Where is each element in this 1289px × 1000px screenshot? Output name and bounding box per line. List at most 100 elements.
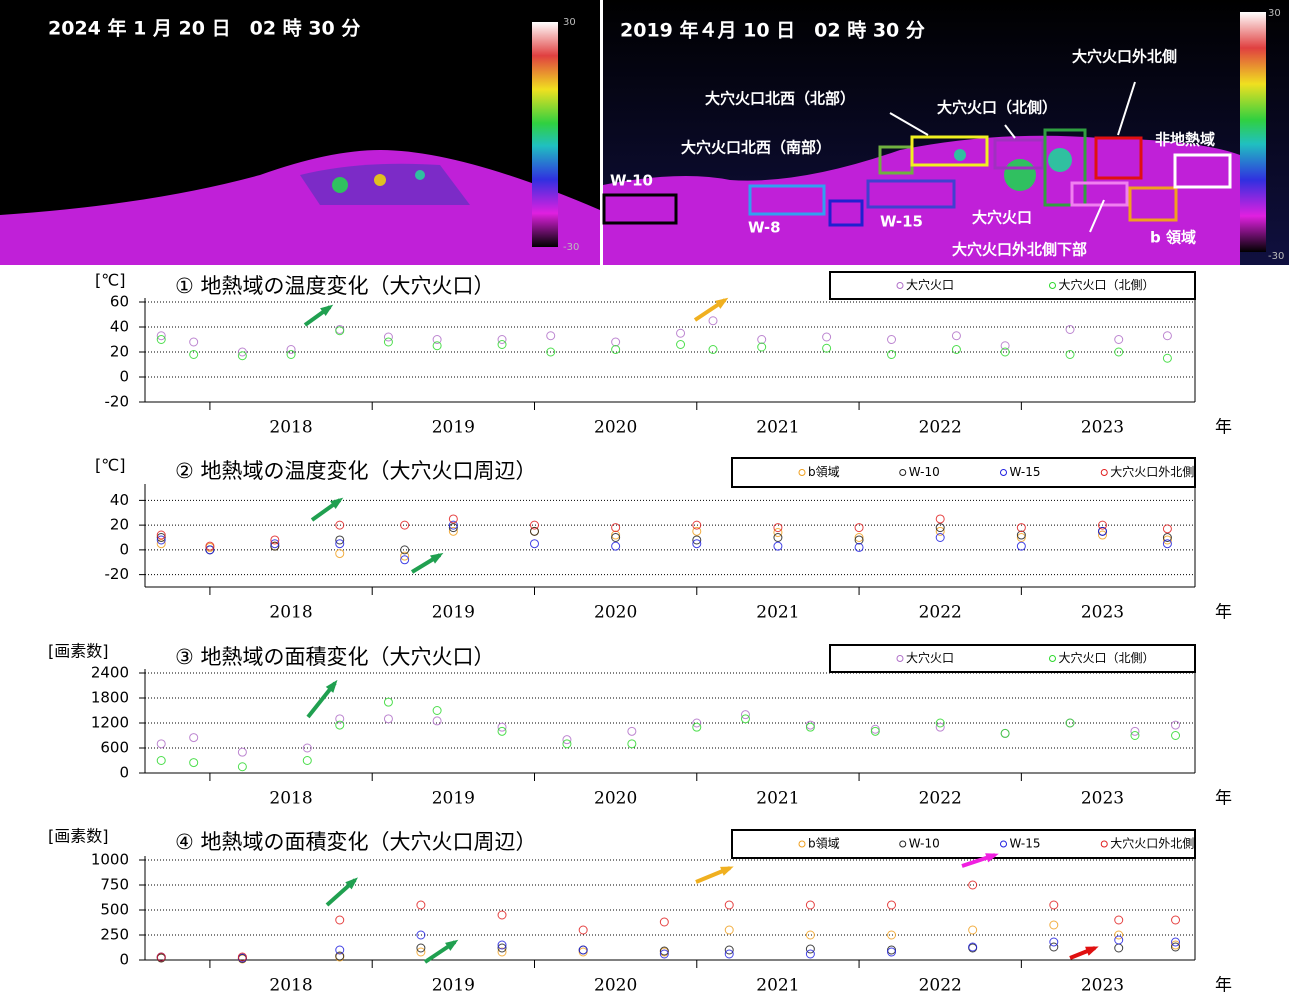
y-tick-label: 500 xyxy=(100,901,129,919)
data-point xyxy=(449,515,457,523)
data-point xyxy=(433,707,441,715)
data-point xyxy=(952,346,960,354)
data-point xyxy=(1163,525,1171,533)
data-point xyxy=(709,317,717,325)
data-point xyxy=(888,931,896,939)
x-unit: 年 xyxy=(1215,418,1232,438)
legend-label: 大穴火口（北側） xyxy=(1059,650,1155,665)
data-point xyxy=(190,759,198,767)
data-point xyxy=(1115,916,1123,924)
data-point xyxy=(336,916,344,924)
y-tick-label: -20 xyxy=(105,565,130,583)
y-tick-label: 600 xyxy=(100,739,129,757)
data-point xyxy=(774,534,782,542)
data-point xyxy=(401,546,409,554)
data-point xyxy=(871,727,879,735)
data-point xyxy=(401,521,409,529)
data-point xyxy=(1050,938,1058,946)
legend-label: W-10 xyxy=(909,465,940,479)
data-point xyxy=(190,338,198,346)
data-point xyxy=(498,341,506,349)
data-point xyxy=(806,901,814,909)
x-tick-label: 2020 xyxy=(594,603,637,623)
x-tick-label: 2019 xyxy=(432,976,475,996)
data-point xyxy=(433,717,441,725)
data-point xyxy=(384,715,392,723)
data-point xyxy=(1163,354,1171,362)
data-point xyxy=(1163,332,1171,340)
timestamp: 2024 年 1 月 20 日 02 時 30 分 xyxy=(48,17,360,40)
data-point xyxy=(628,727,636,735)
data-point xyxy=(238,748,246,756)
data-point xyxy=(1001,729,1009,737)
data-point xyxy=(157,757,165,765)
data-point xyxy=(888,946,896,954)
data-point xyxy=(758,336,766,344)
data-point xyxy=(1115,348,1123,356)
x-tick-label: 2022 xyxy=(919,418,962,438)
region-label: 大穴火口北西（北部） xyxy=(705,90,855,108)
data-point xyxy=(303,757,311,765)
data-point xyxy=(1115,336,1123,344)
legend-label: 大穴火口外北側 xyxy=(1110,836,1194,851)
x-tick-label: 2023 xyxy=(1081,603,1124,623)
y-tick-label: 0 xyxy=(119,951,129,969)
x-tick-label: 2021 xyxy=(756,976,799,996)
colorbar-min: -30 xyxy=(1268,251,1284,262)
x-tick-label: 2020 xyxy=(594,789,637,809)
y-tick-label: 1000 xyxy=(91,851,129,869)
legend-label: 大穴火口（北側） xyxy=(1059,277,1155,292)
legend-label: b領域 xyxy=(808,464,840,479)
colorbar-max: 30 xyxy=(1268,8,1281,19)
x-tick-label: 2023 xyxy=(1081,418,1124,438)
y-unit: [℃] xyxy=(95,271,125,290)
x-unit: 年 xyxy=(1215,603,1232,623)
y-tick-label: 1800 xyxy=(91,689,129,707)
data-point xyxy=(677,341,685,349)
data-point xyxy=(936,515,944,523)
region-label: W-10 xyxy=(610,172,653,190)
y-tick-label: 0 xyxy=(119,368,129,386)
y-tick-label: 250 xyxy=(100,926,129,944)
data-point xyxy=(417,901,425,909)
data-point xyxy=(969,926,977,934)
x-tick-label: 2018 xyxy=(269,789,312,809)
data-point xyxy=(1050,901,1058,909)
legend-label: W-15 xyxy=(1010,465,1041,479)
data-point xyxy=(888,948,896,956)
y-tick-label: 20 xyxy=(110,516,129,534)
data-point xyxy=(579,926,587,934)
x-tick-label: 2020 xyxy=(594,418,637,438)
data-point xyxy=(806,931,814,939)
data-point xyxy=(774,524,782,532)
x-tick-label: 2018 xyxy=(269,418,312,438)
data-point xyxy=(725,926,733,934)
data-point xyxy=(157,740,165,748)
data-point xyxy=(433,342,441,350)
data-point xyxy=(498,911,506,919)
data-point xyxy=(823,344,831,352)
data-point xyxy=(806,950,814,958)
data-point xyxy=(612,524,620,532)
region-label: 大穴火口外北側 xyxy=(1072,48,1177,66)
x-tick-label: 2021 xyxy=(756,789,799,809)
data-point xyxy=(238,763,246,771)
region-label: W-8 xyxy=(748,219,781,237)
y-tick-label: 20 xyxy=(110,343,129,361)
data-point xyxy=(952,332,960,340)
legend-label: 大穴火口 xyxy=(906,650,954,665)
data-point xyxy=(806,723,814,731)
x-tick-label: 2020 xyxy=(594,976,637,996)
region-label: 大穴火口（北側） xyxy=(937,99,1057,117)
y-tick-label: 0 xyxy=(119,540,129,558)
region-label: 非地熱域 xyxy=(1155,131,1215,149)
x-tick-label: 2018 xyxy=(269,976,312,996)
data-point xyxy=(1172,916,1180,924)
data-point xyxy=(969,881,977,889)
y-tick-label: 40 xyxy=(110,491,129,509)
data-point xyxy=(888,901,896,909)
page: 2024 年 1 月 20 日 02 時 30 分 30 -30 2019 年４… xyxy=(0,0,1289,1000)
data-point xyxy=(547,332,555,340)
chart: ② 地熱域の温度変化（大穴火口周辺）[℃]年-20020402018201920… xyxy=(95,456,1232,623)
y-unit: [画素数] xyxy=(48,827,109,846)
